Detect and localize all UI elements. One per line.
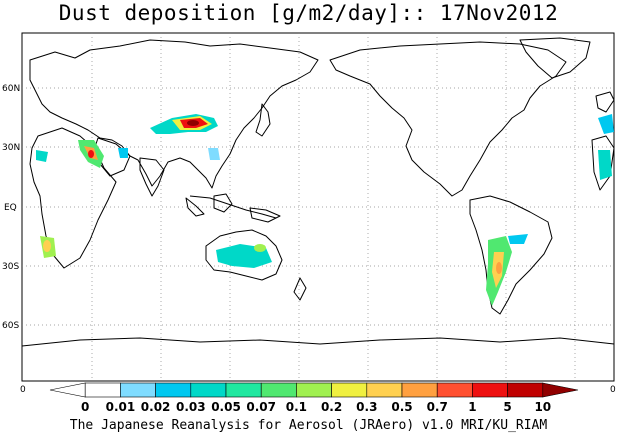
dust-patch-argentina-peak [496, 262, 502, 274]
dust-patch-kalahari-core [43, 240, 51, 252]
colorbar-label: 0.1 [286, 400, 307, 414]
eurasia-coast [29, 39, 319, 189]
antarctica-coast [21, 337, 615, 347]
dust-patch-india [208, 148, 220, 160]
colorbar-box [120, 382, 156, 398]
colorbar-box [84, 382, 121, 398]
sumatra-coast [185, 197, 205, 217]
colorbar-box [436, 382, 473, 398]
colorbar-label: 0.3 [356, 400, 377, 414]
lat-label-60s: 60S [2, 321, 19, 331]
colorbar-box [190, 382, 227, 398]
borneo-coast [213, 193, 233, 213]
axis-zero-right: 0 [610, 385, 616, 395]
axis-zero-left: 0 [20, 385, 26, 395]
colorbar-label: 0.02 [141, 400, 171, 414]
colorbar-label: 0.03 [176, 400, 206, 414]
newzealand-coast [293, 277, 307, 301]
dust-deposition-patches [36, 114, 614, 306]
colorbar-label: 10 [534, 400, 551, 414]
north-america-coast [329, 41, 567, 197]
colorbar-box [296, 382, 332, 398]
dust-patch-iberia [598, 114, 614, 134]
dust-patch-sahara-east [36, 150, 48, 162]
colorbar: 0 0.01 0.02 0.03 0.05 0.07 0.1 0.2 0.3 0.5 0.7 1 5 10 [49, 382, 579, 414]
lat-label-eq: EQ [4, 203, 17, 213]
dust-patch-andes [508, 234, 528, 244]
dust-patch-west-africa [598, 150, 612, 180]
colorbar-label: 0.07 [246, 400, 276, 414]
greenland-coast [519, 37, 591, 79]
colorbar-label: 1 [468, 400, 476, 414]
colorbar-label: 0.7 [427, 400, 448, 414]
dust-patch-gobi-peak [187, 120, 199, 126]
colorbar-arrow-right [542, 382, 579, 398]
colorbar-box [366, 382, 403, 398]
india-coast [139, 157, 165, 197]
newguinea-coast [249, 207, 281, 223]
dust-patch-australia-core [254, 244, 266, 252]
south-america-coast [469, 195, 553, 315]
colorbar-box [507, 382, 544, 398]
colorbar-box [260, 382, 297, 398]
lat-label-30n: 30N [2, 143, 20, 153]
colorbar-arrow-left [49, 382, 86, 398]
colorbar-box [225, 382, 262, 398]
colorbar-label: 0.5 [391, 400, 412, 414]
colorbar-label: 0.05 [211, 400, 241, 414]
iberia-coast-right [595, 91, 615, 113]
colorbar-box [331, 382, 368, 398]
colorbar-box [155, 382, 192, 398]
gridlines [22, 33, 614, 381]
map-title: Dust deposition [g/m2/day]:: 17Nov2012 [58, 1, 559, 25]
dust-patch-arabia-peak [88, 150, 94, 158]
lat-label-30s: 30S [2, 262, 19, 272]
colorbar-label: 0 [81, 400, 89, 414]
colorbar-box [472, 382, 508, 398]
japan-coast [255, 103, 271, 137]
australia-coast [205, 229, 283, 281]
lat-label-60n: 60N [2, 84, 20, 94]
colorbar-label: 0.2 [321, 400, 342, 414]
indonesia-coast [189, 195, 277, 219]
colorbar-label: 5 [503, 400, 511, 414]
colorbar-label: 0.01 [106, 400, 136, 414]
credit-line: The Japanese Reanalysis for Aerosol (JRA… [69, 418, 548, 433]
dust-patch-persian-gulf [118, 148, 128, 158]
colorbar-box [401, 382, 438, 398]
